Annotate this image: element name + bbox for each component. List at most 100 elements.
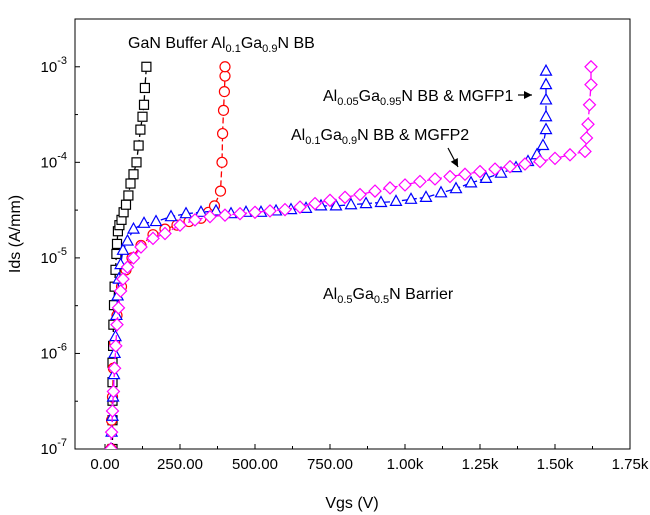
annotation-text: GaN Buffer Al: [128, 35, 226, 52]
y-tick-base: 10: [41, 441, 58, 458]
series-triangle: [105, 63, 553, 449]
triangle-marker: [539, 63, 553, 76]
diamond-marker: [428, 172, 442, 186]
triangle-marker: [539, 77, 553, 90]
triangle-marker: [108, 329, 123, 342]
square-marker: [110, 264, 121, 275]
annotation-subscript: 0.95: [380, 96, 401, 108]
axis-ticks: 0.00 250.00 500.00 750.00 1.00k 1.25k 1.50k 1.7…: [41, 55, 649, 473]
annotation-text: N BB & MGFP1: [401, 88, 513, 105]
triangle-marker: [149, 214, 163, 227]
triangle-marker: [419, 190, 433, 202]
diamond-marker: [579, 131, 594, 145]
triangle-marker: [539, 92, 553, 105]
diamond-marker: [413, 174, 427, 189]
y-tick-label: 10-6: [41, 341, 67, 362]
square-marker: [125, 178, 136, 189]
square-marker: [120, 199, 132, 210]
diamond-marker: [110, 317, 124, 332]
triangle-marker: [536, 138, 550, 151]
diamond-marker: [146, 231, 160, 246]
triangle-marker: [539, 122, 553, 135]
triangle-marker: [344, 197, 358, 210]
diamond-marker: [584, 59, 598, 74]
diamond-marker: [584, 77, 598, 92]
y-tick-base: 10: [41, 250, 58, 267]
series-line: [110, 66, 592, 449]
diamond-marker: [113, 284, 128, 298]
triangle-marker: [539, 109, 553, 122]
y-tick-base: 10: [41, 345, 58, 362]
square-marker: [131, 157, 142, 168]
annotation-text: Ga: [353, 286, 374, 303]
diamond-marker: [248, 205, 262, 220]
circle-marker: [219, 70, 231, 82]
triangle-marker: [164, 209, 178, 222]
x-tick-label: 1.25k: [462, 456, 499, 473]
y-tick-label: 10-3: [41, 55, 67, 76]
diamond-marker: [263, 204, 277, 218]
annotation-2: Al0.05Ga0.95N BB & MGFP1: [323, 88, 514, 108]
annotation-subscript: 0.9: [342, 135, 357, 147]
y-tick-exponent: -3: [57, 55, 67, 67]
circle-marker: [219, 61, 231, 73]
y-tick-base: 10: [41, 154, 58, 171]
x-tick-label: 750.00: [307, 456, 353, 473]
triangle-marker: [194, 205, 208, 217]
diamond-marker: [120, 260, 135, 274]
annotation-text: Al: [291, 127, 305, 144]
triangle-marker: [374, 195, 388, 208]
annotation-text: Ga: [241, 35, 262, 52]
triangle-marker: [209, 203, 223, 216]
y-tick-label: 10-5: [41, 246, 67, 267]
diamond-marker: [581, 117, 595, 132]
series-diamond: [104, 59, 598, 449]
circle-marker: [218, 85, 230, 98]
diamond-marker: [323, 193, 337, 208]
annotation-subscript: 0.1: [305, 135, 320, 147]
diamond-marker: [116, 272, 130, 286]
series-circle: [105, 61, 231, 449]
annotation-subscript: 0.05: [337, 96, 358, 108]
y-tick-label: 10-7: [41, 437, 67, 458]
diamond-marker: [488, 162, 502, 176]
x-tick-label: 500.00: [232, 456, 278, 473]
diamond-marker: [278, 202, 292, 217]
diamond-marker: [126, 251, 141, 265]
triangle-marker: [464, 175, 478, 188]
plot-frame: [74, 18, 631, 450]
y-tick-exponent: -5: [57, 246, 67, 258]
diamond-marker: [134, 240, 148, 254]
diamond-marker: [578, 144, 592, 159]
y-tick-exponent: -4: [57, 150, 67, 162]
diamond-marker: [458, 167, 472, 182]
diamond-marker: [518, 157, 532, 171]
series-layer: [104, 59, 598, 449]
triangle-marker: [389, 194, 403, 207]
diamond-marker: [473, 164, 487, 179]
annotation-text: Al: [323, 88, 337, 105]
diamond-marker: [203, 209, 217, 224]
x-tick-label: 1.00k: [387, 456, 424, 473]
square-marker: [141, 61, 152, 72]
triangle-marker: [116, 243, 130, 255]
triangle-marker: [179, 206, 193, 219]
diamond-marker: [104, 442, 118, 449]
diamond-marker: [443, 169, 457, 184]
y-tick-exponent: -7: [57, 437, 67, 449]
annotation-subscript: 0.1: [226, 43, 241, 55]
triangle-marker: [449, 181, 463, 194]
square-marker: [139, 82, 150, 94]
diamond-marker: [104, 425, 119, 440]
y-tick-base: 10: [41, 59, 58, 76]
square-marker: [133, 140, 144, 151]
annotation-subscript: 0.5: [374, 294, 389, 306]
triangle-marker: [120, 233, 135, 246]
diamond-marker: [398, 178, 412, 192]
square-marker: [128, 169, 139, 180]
diamond-marker: [503, 159, 517, 174]
annotation-text: Al: [323, 286, 337, 303]
square-marker: [135, 124, 146, 135]
